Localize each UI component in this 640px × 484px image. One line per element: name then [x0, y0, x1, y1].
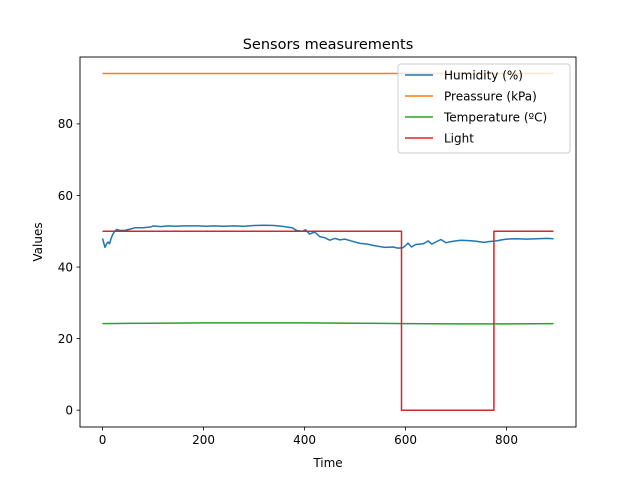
series-layer: [101, 72, 554, 411]
y-tick-label: 80: [58, 117, 73, 131]
x-tick-label: 400: [293, 433, 316, 447]
plot-frame: [79, 56, 577, 428]
series-line-1: [101, 224, 554, 249]
legend-label-1: Humidity (%): [444, 69, 523, 83]
chart-title: Sensors measurements: [243, 37, 414, 53]
x-tick-label: 200: [192, 433, 215, 447]
x-axis-label: Time: [312, 456, 342, 470]
y-tick-label: 60: [58, 189, 73, 203]
series-line-3: [102, 322, 554, 325]
x-tick-label: 800: [495, 433, 518, 447]
y-tick-label: 40: [58, 260, 73, 274]
legend-box: [397, 63, 571, 154]
x-tick-label: 600: [394, 433, 417, 447]
x-axis: 0 200 400 600 800: [99, 427, 518, 447]
legend: Humidity (%) Preassure (kPa) Temperature (…: [397, 63, 571, 154]
series-line-4: [102, 230, 554, 411]
y-tick-label: 0: [65, 403, 73, 417]
y-axis-label: Values: [31, 222, 45, 261]
y-tick-label: 20: [58, 332, 73, 346]
x-tick-label: 0: [99, 433, 107, 447]
legend-label-2: Preassure (kPa): [444, 90, 537, 104]
legend-label-4: Light: [444, 132, 474, 146]
legend-label-3: Temperature (ºC): [443, 111, 547, 125]
y-axis: 0 20 40 60 80: [58, 117, 80, 417]
